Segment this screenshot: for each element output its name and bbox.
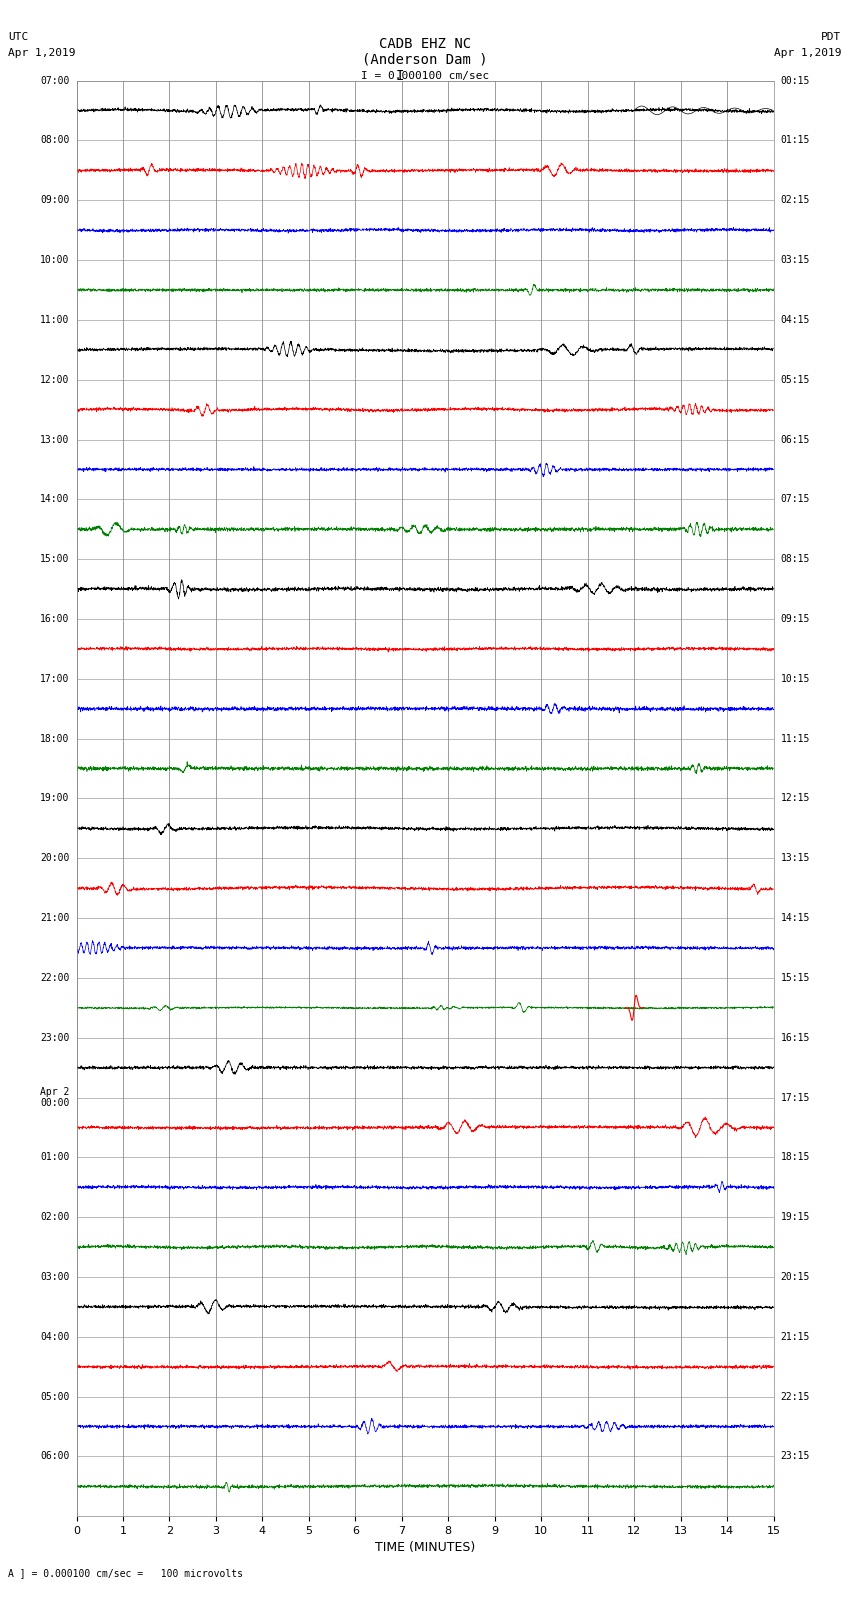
Text: 20:15: 20:15 <box>780 1273 810 1282</box>
Text: Apr 1,2019: Apr 1,2019 <box>8 48 76 58</box>
Text: (Anderson Dam ): (Anderson Dam ) <box>362 53 488 66</box>
Text: 16:15: 16:15 <box>780 1032 810 1042</box>
Text: A ] = 0.000100 cm/sec =   100 microvolts: A ] = 0.000100 cm/sec = 100 microvolts <box>8 1568 243 1578</box>
Text: 20:00: 20:00 <box>40 853 70 863</box>
Text: 17:15: 17:15 <box>780 1092 810 1103</box>
Text: 17:00: 17:00 <box>40 674 70 684</box>
Text: 04:15: 04:15 <box>780 315 810 324</box>
Text: 08:15: 08:15 <box>780 555 810 565</box>
Text: 19:00: 19:00 <box>40 794 70 803</box>
Text: 21:15: 21:15 <box>780 1332 810 1342</box>
Text: 15:00: 15:00 <box>40 555 70 565</box>
Text: 02:15: 02:15 <box>780 195 810 205</box>
Text: 15:15: 15:15 <box>780 973 810 982</box>
Text: 04:00: 04:00 <box>40 1332 70 1342</box>
Text: 12:15: 12:15 <box>780 794 810 803</box>
Text: 08:00: 08:00 <box>40 135 70 145</box>
Text: 22:15: 22:15 <box>780 1392 810 1402</box>
Text: 03:15: 03:15 <box>780 255 810 265</box>
Text: 21:00: 21:00 <box>40 913 70 923</box>
Text: 23:00: 23:00 <box>40 1032 70 1042</box>
Text: I: I <box>395 69 404 82</box>
Text: 19:15: 19:15 <box>780 1211 810 1223</box>
Text: 06:00: 06:00 <box>40 1452 70 1461</box>
Text: 02:00: 02:00 <box>40 1211 70 1223</box>
Text: 06:15: 06:15 <box>780 434 810 445</box>
Text: I = 0.000100 cm/sec: I = 0.000100 cm/sec <box>361 71 489 81</box>
Text: 00:15: 00:15 <box>780 76 810 85</box>
Text: 13:00: 13:00 <box>40 434 70 445</box>
Text: 10:15: 10:15 <box>780 674 810 684</box>
Text: 22:00: 22:00 <box>40 973 70 982</box>
Text: 23:15: 23:15 <box>780 1452 810 1461</box>
Text: CADB EHZ NC: CADB EHZ NC <box>379 37 471 50</box>
Text: 11:15: 11:15 <box>780 734 810 744</box>
Text: Apr 1,2019: Apr 1,2019 <box>774 48 842 58</box>
Text: 07:15: 07:15 <box>780 494 810 505</box>
Text: 11:00: 11:00 <box>40 315 70 324</box>
Text: 01:15: 01:15 <box>780 135 810 145</box>
Text: 05:15: 05:15 <box>780 374 810 386</box>
Text: 09:00: 09:00 <box>40 195 70 205</box>
Text: 16:00: 16:00 <box>40 615 70 624</box>
Text: 14:15: 14:15 <box>780 913 810 923</box>
Text: 12:00: 12:00 <box>40 374 70 386</box>
X-axis label: TIME (MINUTES): TIME (MINUTES) <box>375 1542 475 1555</box>
Text: UTC: UTC <box>8 32 29 42</box>
Text: 05:00: 05:00 <box>40 1392 70 1402</box>
Text: 09:15: 09:15 <box>780 615 810 624</box>
Text: 07:00: 07:00 <box>40 76 70 85</box>
Text: PDT: PDT <box>821 32 842 42</box>
Text: 03:00: 03:00 <box>40 1273 70 1282</box>
Text: 01:00: 01:00 <box>40 1152 70 1163</box>
Text: 13:15: 13:15 <box>780 853 810 863</box>
Text: Apr 2
00:00: Apr 2 00:00 <box>40 1087 70 1108</box>
Text: 14:00: 14:00 <box>40 494 70 505</box>
Text: 18:15: 18:15 <box>780 1152 810 1163</box>
Text: 18:00: 18:00 <box>40 734 70 744</box>
Text: 10:00: 10:00 <box>40 255 70 265</box>
